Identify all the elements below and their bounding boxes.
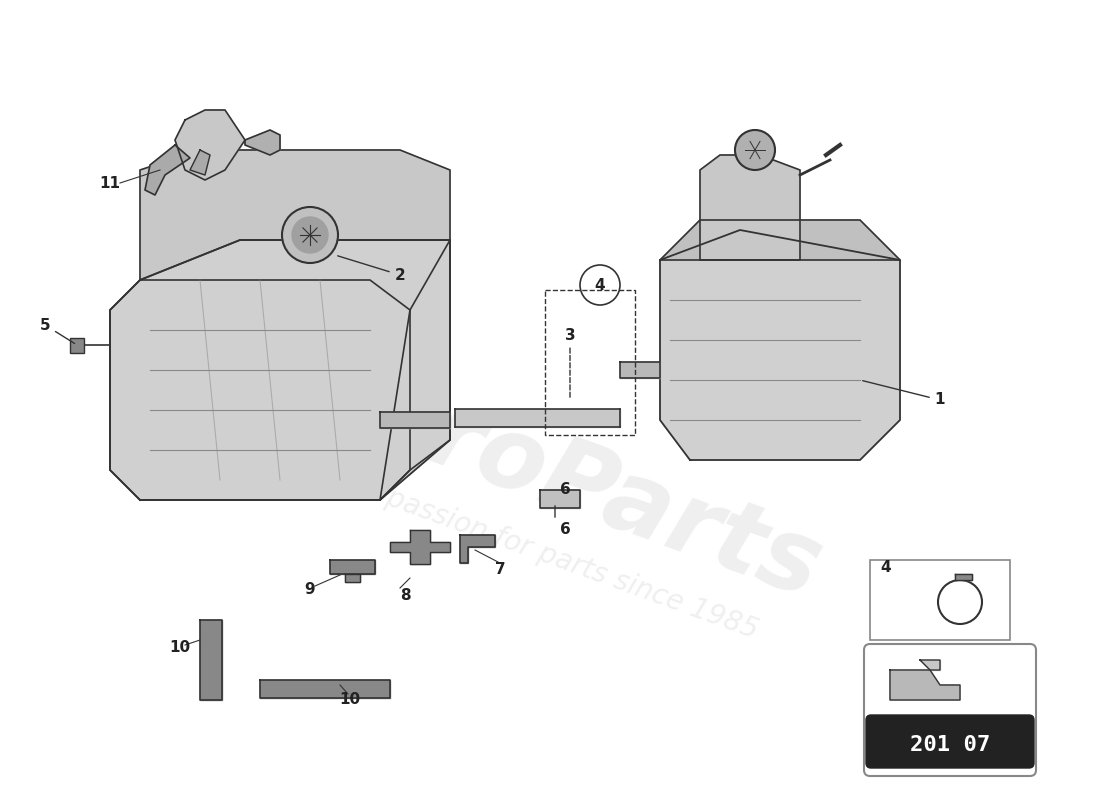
Text: 7: 7 <box>495 562 505 578</box>
Polygon shape <box>175 110 245 180</box>
Polygon shape <box>140 150 450 280</box>
Polygon shape <box>345 574 360 582</box>
Polygon shape <box>660 230 900 460</box>
Polygon shape <box>110 280 410 500</box>
Polygon shape <box>390 530 450 564</box>
FancyBboxPatch shape <box>864 644 1036 776</box>
Text: a passion for parts since 1985: a passion for parts since 1985 <box>359 475 762 645</box>
Text: 10: 10 <box>340 693 361 707</box>
Polygon shape <box>260 680 390 698</box>
Text: 8: 8 <box>399 587 410 602</box>
Text: 201 07: 201 07 <box>910 735 990 755</box>
Polygon shape <box>190 150 210 175</box>
Circle shape <box>292 217 328 253</box>
Polygon shape <box>110 240 450 500</box>
Text: euroParts: euroParts <box>286 341 834 619</box>
Polygon shape <box>379 240 450 500</box>
Polygon shape <box>890 670 960 700</box>
Text: 10: 10 <box>169 641 190 655</box>
Polygon shape <box>660 220 900 260</box>
Circle shape <box>282 207 338 263</box>
Polygon shape <box>700 155 800 260</box>
Polygon shape <box>920 660 940 670</box>
Polygon shape <box>145 145 190 195</box>
Circle shape <box>735 130 776 170</box>
Polygon shape <box>245 130 280 155</box>
FancyBboxPatch shape <box>70 338 84 353</box>
Text: 11: 11 <box>99 175 121 190</box>
Text: 9: 9 <box>305 582 316 598</box>
Polygon shape <box>620 362 660 378</box>
Text: 5: 5 <box>40 318 75 343</box>
Text: 3: 3 <box>564 327 575 398</box>
Polygon shape <box>330 560 375 574</box>
Polygon shape <box>460 535 495 563</box>
Text: 4: 4 <box>595 278 605 293</box>
FancyBboxPatch shape <box>866 715 1034 768</box>
Text: 6: 6 <box>560 482 571 498</box>
Polygon shape <box>200 620 222 700</box>
Text: 6: 6 <box>560 522 571 538</box>
Polygon shape <box>379 412 450 428</box>
FancyBboxPatch shape <box>870 560 1010 640</box>
Polygon shape <box>955 574 972 580</box>
Polygon shape <box>455 409 620 427</box>
Text: 2: 2 <box>338 256 406 282</box>
Text: 1: 1 <box>862 381 945 407</box>
Polygon shape <box>540 490 580 508</box>
Text: 4: 4 <box>880 560 891 575</box>
